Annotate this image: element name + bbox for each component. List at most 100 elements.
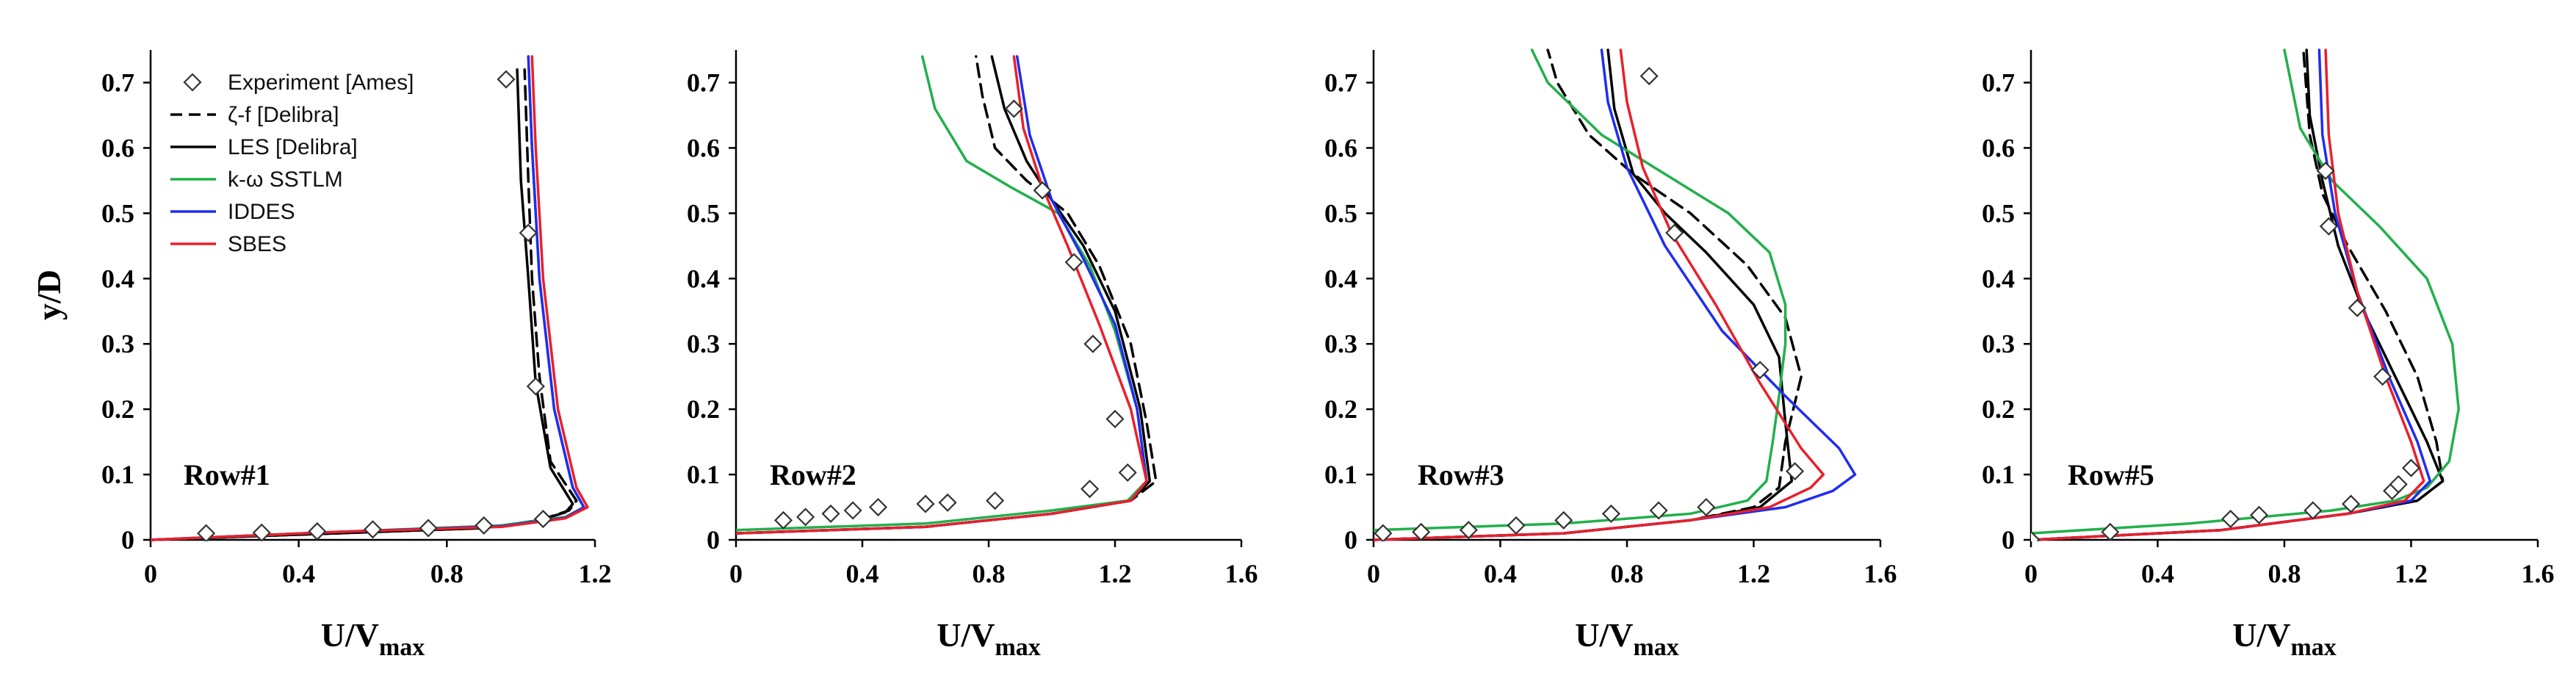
- x-axis-title: U/Vmax: [2232, 616, 2337, 661]
- y-tick-label: 0.4: [687, 264, 720, 293]
- experiment-point: [868, 497, 888, 517]
- legend-label-experiment: Experiment [Ames]: [228, 71, 414, 95]
- x-tick-label: 0: [1367, 559, 1380, 588]
- y-tick-label: 0.2: [101, 394, 134, 424]
- experiment-point: [1601, 504, 1620, 523]
- experiment-point: [1064, 253, 1083, 272]
- y-tick-label: 0.3: [687, 329, 720, 358]
- experiment-point: [197, 524, 216, 541]
- x-tick-label: 1.6: [2522, 559, 2555, 588]
- experiment-point: [1665, 223, 1684, 242]
- experiment-point: [1374, 524, 1393, 541]
- x-tick-label: 0: [2024, 559, 2038, 588]
- experiment-point: [938, 493, 957, 512]
- x-tick-label: 1.6: [1864, 559, 1897, 588]
- series-line-sbes: [736, 55, 1148, 535]
- row-label: Row#1: [184, 458, 270, 491]
- x-axis-title-main: U/V: [1575, 616, 1633, 654]
- x-tick-label: 0: [144, 559, 157, 588]
- experiment-point: [1639, 67, 1659, 86]
- panel-4: 0 0.1 0.2 0.3 0.4 0.5 0.6 0.7 0 0.4 0.8 1.2 1.6 U/Vma…: [1982, 48, 2555, 661]
- experiment-point: [986, 491, 1005, 510]
- experiment-point: [2373, 367, 2392, 386]
- experiment-point: [916, 494, 935, 513]
- y-tick-label: 0.5: [1982, 198, 2015, 228]
- legend: Experiment [Ames] ζ-f [Delibra] LES [Delib…: [170, 71, 414, 256]
- experiment-point: [497, 70, 516, 89]
- experiment-point: [1412, 522, 1431, 541]
- experiment-point: [2389, 474, 2408, 494]
- x-tick-label: 0.4: [1484, 559, 1517, 588]
- y-tick-label: 0.4: [101, 264, 134, 293]
- x-tick-label: 0.8: [973, 559, 1006, 588]
- x-axis-title-subscript: max: [995, 634, 1040, 661]
- legend-label-iddes: IDDES: [228, 200, 295, 224]
- experiment-point: [2249, 505, 2269, 524]
- y-tick-label: 0.7: [101, 68, 134, 97]
- experiment-point: [1105, 409, 1125, 429]
- experiment-point: [2348, 298, 2367, 317]
- y-tick-label: 0: [1344, 525, 1357, 555]
- experiment-point: [363, 520, 383, 539]
- x-tick-label: 0.8: [1611, 559, 1644, 588]
- experiment-point: [2401, 458, 2421, 477]
- x-axis-title-main: U/V: [321, 616, 379, 654]
- experiment-point: [526, 377, 545, 396]
- experiment-point: [2221, 509, 2240, 529]
- experiment-point: [2101, 522, 2120, 541]
- y-tick-label: 0.6: [687, 133, 720, 162]
- experiment-point: [1080, 480, 1100, 499]
- y-tick-label: 0: [121, 525, 134, 555]
- x-axis-title: U/Vmax: [937, 616, 1041, 661]
- x-tick-label: 0: [729, 559, 743, 588]
- series-group: [736, 55, 1158, 535]
- y-tick-label: 0.7: [1324, 68, 1357, 97]
- experiment-point: [1083, 334, 1103, 353]
- experiment-point: [252, 523, 271, 541]
- experiment-point: [1649, 501, 1668, 520]
- experiment-point: [2031, 530, 2041, 541]
- series-group: [1374, 48, 1857, 541]
- experiment-point: [773, 510, 793, 530]
- experiment-point: [2303, 501, 2323, 520]
- experiment-point: [843, 501, 862, 520]
- x-axis-title: U/Vmax: [321, 616, 425, 661]
- experiment-point: [1118, 463, 1137, 482]
- y-tick-label: 0.5: [1324, 198, 1357, 228]
- x-axis-title-main: U/V: [2232, 616, 2290, 654]
- experiment-point: [533, 509, 552, 529]
- x-tick-label: 1.2: [579, 559, 612, 588]
- y-tick-label: 0.3: [1324, 329, 1357, 358]
- y-tick-label: 0.2: [1324, 394, 1357, 424]
- x-tick-label: 0.4: [282, 559, 315, 588]
- series-line-sbes: [2031, 48, 2425, 541]
- y-tick-label: 0.4: [1982, 264, 2015, 293]
- experiment-point: [1459, 521, 1478, 540]
- y-tick-label: 0.6: [101, 133, 134, 162]
- experiment-point: [519, 223, 538, 242]
- x-axis-title-subscript: max: [1633, 634, 1678, 661]
- series-line-sbes: [151, 55, 589, 541]
- series-line-zeta_f: [151, 68, 578, 541]
- x-axis-title-subscript: max: [379, 634, 425, 661]
- x-tick-label: 1.2: [2395, 559, 2428, 588]
- x-tick-label: 1.2: [1737, 559, 1770, 588]
- experiment-point: [308, 521, 327, 541]
- experiment-point: [2316, 161, 2335, 181]
- row-label: Row#5: [2068, 458, 2154, 491]
- experiment-point: [2319, 217, 2338, 236]
- y-tick-label: 0.4: [1324, 264, 1357, 293]
- series-line-sbes: [1374, 48, 1825, 541]
- legend-label-k_omega: k-ω SSTLM: [228, 167, 343, 192]
- y-tick-label: 0.3: [1982, 329, 2015, 358]
- row-label: Row#2: [770, 458, 856, 491]
- y-tick-label: 0.7: [687, 68, 720, 97]
- x-axis-title: U/Vmax: [1575, 616, 1679, 661]
- y-tick-label: 0.3: [101, 329, 134, 358]
- experiment-point: [2342, 494, 2361, 513]
- x-axis-title-main: U/V: [937, 616, 995, 654]
- x-axis-title-subscript: max: [2290, 634, 2336, 661]
- x-tick-label: 0.4: [2141, 559, 2174, 588]
- experiment-point: [1750, 361, 1769, 380]
